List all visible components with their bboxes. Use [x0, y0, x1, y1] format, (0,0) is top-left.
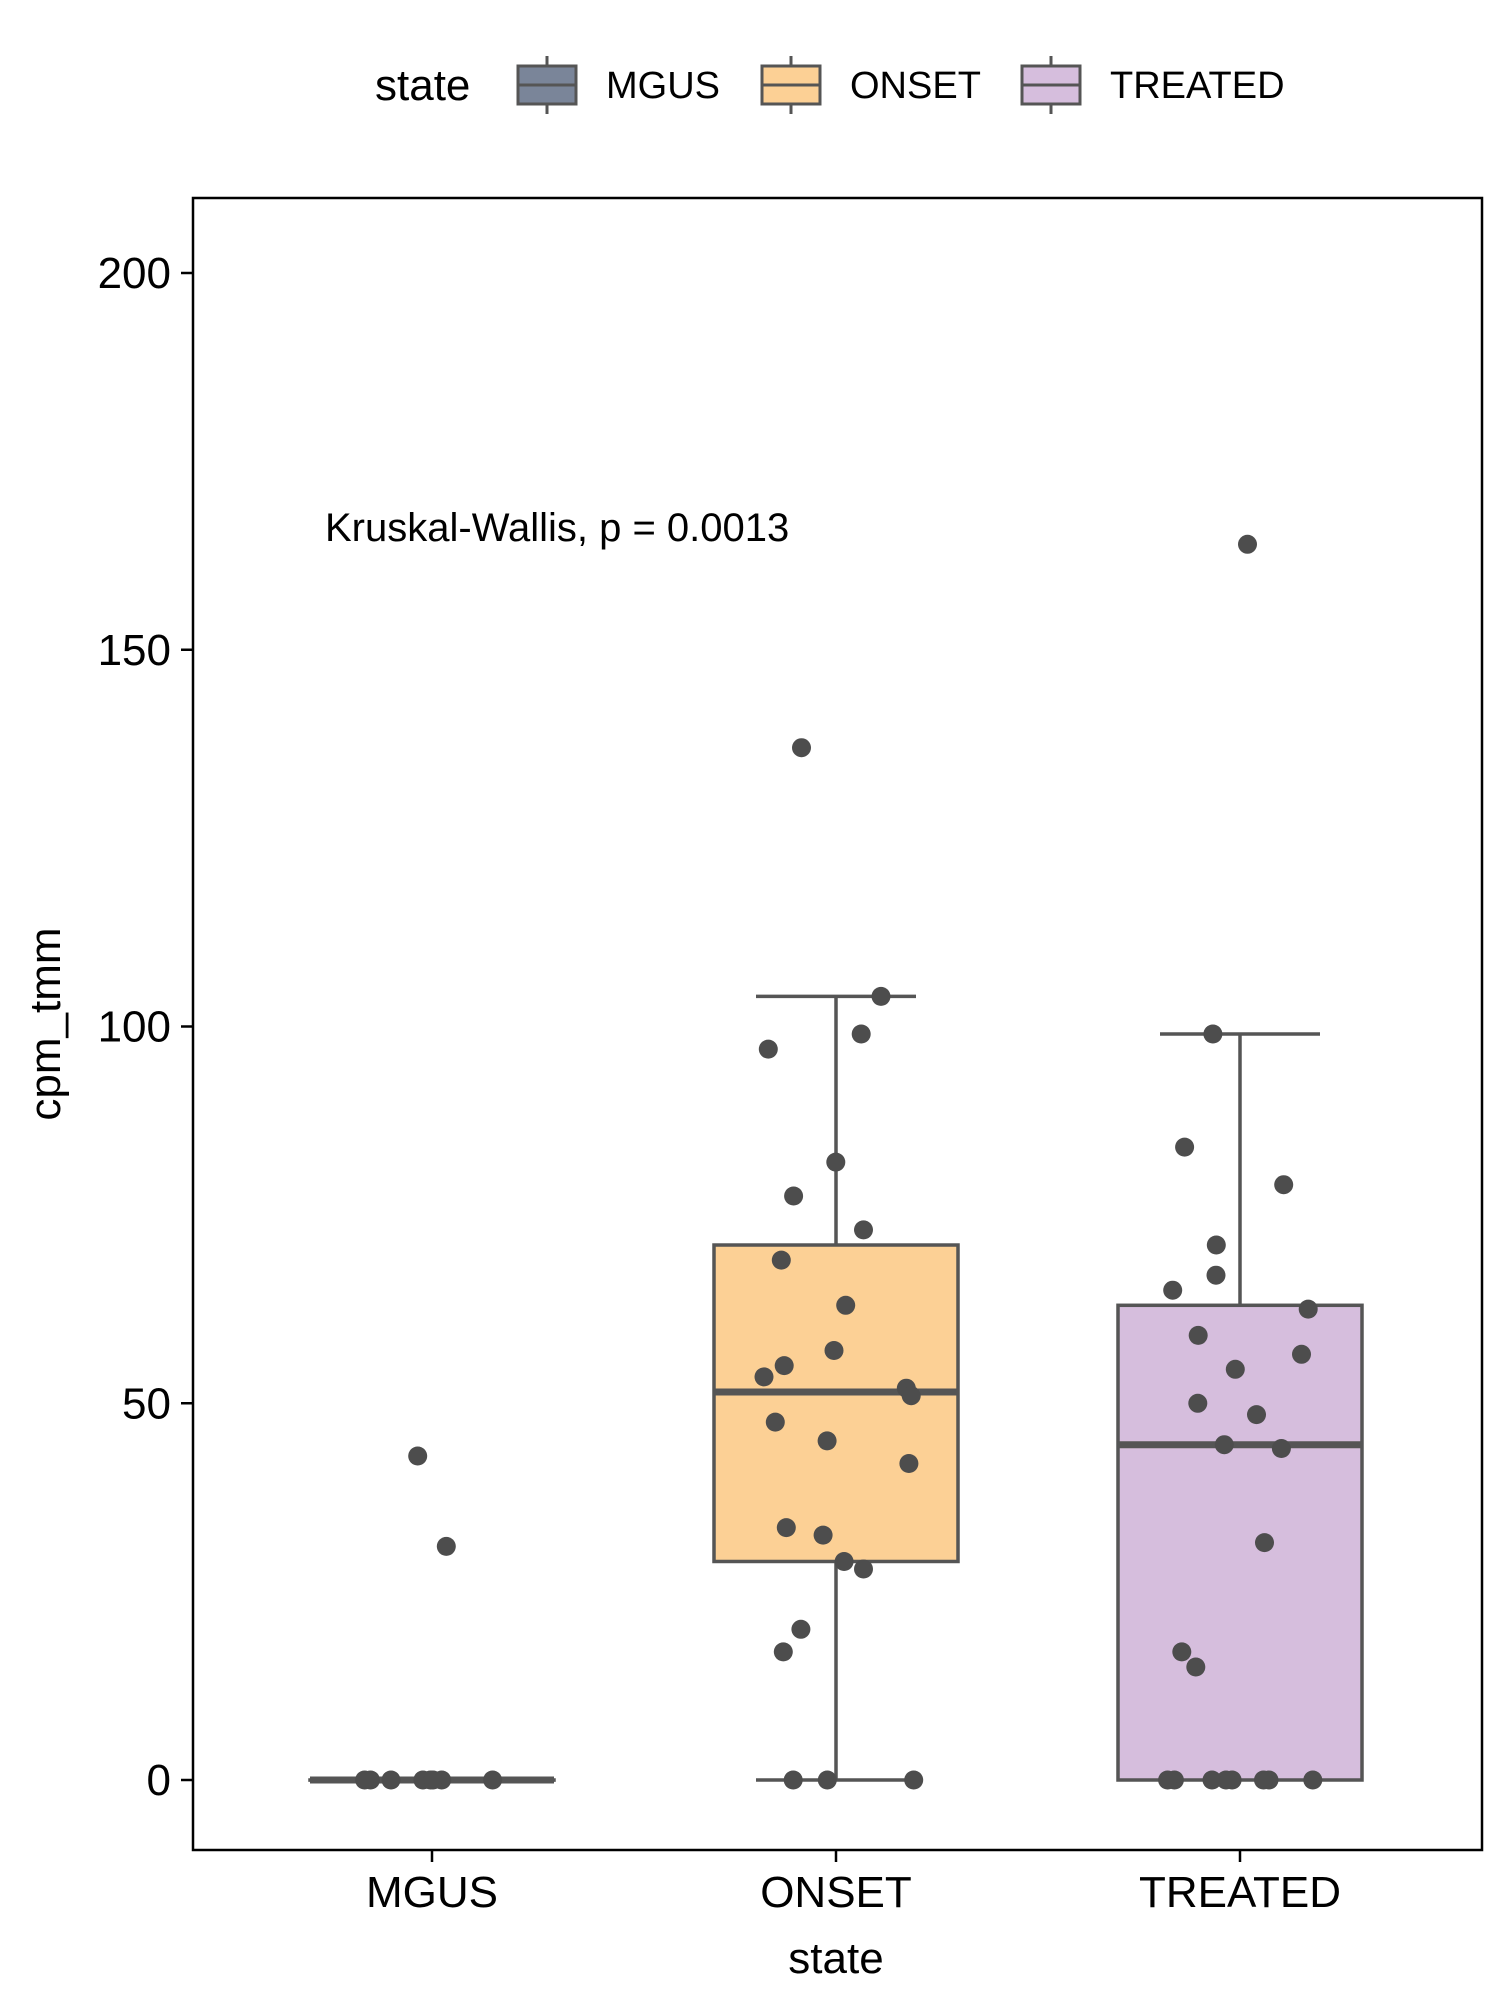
data-point-mgus: [436, 1536, 456, 1556]
data-point-onset: [774, 1356, 794, 1376]
data-point-treated: [1206, 1265, 1226, 1285]
data-point-mgus: [483, 1770, 503, 1790]
data-point-treated: [1298, 1299, 1318, 1319]
data-point-treated: [1163, 1280, 1183, 1300]
data-point-mgus: [381, 1770, 401, 1790]
box-body: [1116, 1303, 1364, 1782]
data-point-onset: [791, 1619, 811, 1639]
data-point-onset: [773, 1642, 793, 1662]
data-point-onset: [904, 1770, 924, 1790]
data-point-onset: [899, 1454, 919, 1473]
legend: state MGUS ONSET TREATED: [375, 56, 1285, 114]
legend-key-mgus: MGUS: [516, 56, 720, 114]
x-tick-label: MGUS: [366, 1868, 498, 1917]
data-point-onset: [826, 1152, 846, 1172]
x-axis: MGUS ONSET TREATED: [366, 1850, 1341, 1917]
data-point-treated: [1303, 1770, 1323, 1790]
data-point-onset: [854, 1559, 873, 1579]
data-point-treated: [1172, 1642, 1192, 1662]
data-point-onset: [754, 1367, 774, 1387]
legend-label: TREATED: [1110, 65, 1285, 107]
data-point-treated: [1175, 1137, 1195, 1157]
data-point-treated: [1188, 1325, 1208, 1345]
data-point-treated: [1274, 1175, 1294, 1195]
legend-keys: MGUS ONSET TREATED: [516, 56, 1285, 114]
data-point-treated: [1202, 1770, 1222, 1790]
data-point-onset: [758, 1039, 778, 1059]
data-point-onset: [776, 1518, 796, 1538]
data-point-treated: [1206, 1235, 1226, 1255]
data-point-mgus: [355, 1770, 375, 1790]
legend-key-treated: TREATED: [1020, 56, 1285, 114]
data-point-onset: [813, 1525, 833, 1545]
data-point-onset: [834, 1552, 854, 1571]
data-point-treated: [1254, 1770, 1273, 1790]
data-point-treated: [1186, 1657, 1206, 1677]
data-point-onset: [824, 1341, 844, 1360]
data-point-onset: [817, 1431, 837, 1451]
data-point-treated: [1203, 1024, 1223, 1044]
points: [355, 534, 1323, 1790]
data-point-onset: [901, 1386, 921, 1406]
data-point-onset: [783, 1770, 803, 1790]
data-point-treated: [1214, 1435, 1234, 1455]
boxes: [308, 994, 1364, 1784]
data-point-mgus: [423, 1770, 443, 1790]
y-tick-label: 50: [122, 1379, 171, 1428]
data-point-treated: [1255, 1533, 1274, 1553]
y-tick-label: 100: [98, 1003, 171, 1052]
data-point-onset: [792, 738, 811, 758]
data-point-onset: [871, 986, 891, 1006]
data-point-treated: [1292, 1344, 1311, 1364]
data-point-treated: [1271, 1439, 1291, 1458]
data-point-onset: [771, 1250, 791, 1270]
data-point-treated: [1225, 1359, 1245, 1379]
data-point-onset: [836, 1295, 856, 1315]
box-treated: [1116, 1032, 1364, 1782]
data-point-onset: [851, 1024, 871, 1044]
legend-label: MGUS: [606, 65, 720, 107]
legend-key-onset: ONSET: [760, 56, 981, 114]
kruskal-wallis-annotation: Kruskal-Wallis, p = 0.0013: [325, 506, 789, 550]
y-tick-label: 150: [98, 626, 171, 675]
legend-label: ONSET: [850, 65, 981, 107]
data-point-onset: [784, 1186, 804, 1206]
y-axis-title: cpm_tmm: [21, 927, 70, 1120]
x-axis-title: state: [788, 1934, 883, 1983]
data-point-treated: [1158, 1770, 1178, 1790]
data-point-treated: [1188, 1393, 1208, 1413]
y-axis: 0 50 100 150 200: [98, 249, 193, 1805]
y-tick-label: 0: [147, 1756, 171, 1805]
y-tick-label: 200: [98, 249, 171, 298]
data-point-treated: [1238, 534, 1257, 554]
x-tick-label: ONSET: [760, 1868, 912, 1917]
x-tick-label: TREATED: [1139, 1868, 1341, 1917]
data-point-treated: [1247, 1405, 1266, 1425]
data-point-onset: [854, 1220, 873, 1240]
data-point-treated: [1216, 1770, 1236, 1790]
box-body: [712, 1243, 960, 1564]
legend-title: state: [375, 61, 470, 110]
box-onset: [712, 994, 960, 1782]
data-point-mgus: [408, 1446, 428, 1466]
data-point-onset: [765, 1412, 785, 1432]
data-point-onset: [817, 1770, 837, 1790]
